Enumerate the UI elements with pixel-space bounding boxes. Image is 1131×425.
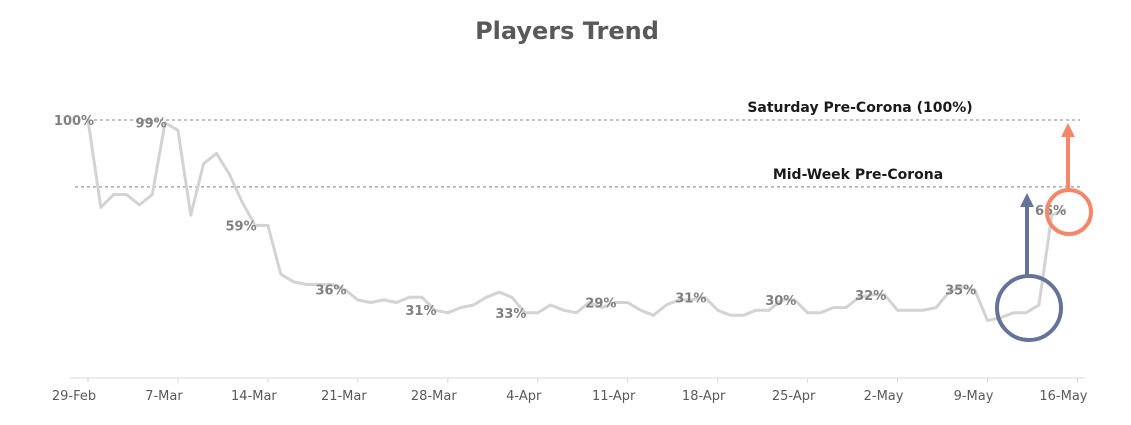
x-tick-label: 28-Mar bbox=[411, 389, 457, 404]
x-tick-label: 9-May bbox=[954, 389, 994, 404]
reference-lines: Saturday Pre-Corona (100%) Mid-Week Pre-C… bbox=[75, 100, 1080, 188]
data-label: 59% bbox=[225, 219, 256, 234]
data-label: 31% bbox=[405, 304, 436, 319]
x-tick-label: 14-Mar bbox=[231, 389, 277, 404]
data-label: 31% bbox=[675, 291, 706, 306]
data-label: 30% bbox=[765, 294, 796, 309]
data-label: 29% bbox=[585, 296, 616, 311]
arrow-head-weekend bbox=[1061, 123, 1075, 137]
arrow-head-weekday bbox=[1020, 193, 1034, 207]
x-axis: 29-Feb 7-Mar 14-Mar 21-Mar 28-Mar 4-Apr 11-Apr… bbox=[52, 377, 1088, 404]
series-line bbox=[86, 118, 1067, 322]
data-label: 32% bbox=[855, 289, 886, 304]
x-tick-label: 4-Apr bbox=[506, 389, 542, 404]
x-tick-label: 29-Feb bbox=[52, 389, 96, 404]
x-tick-label: 16-May bbox=[1039, 389, 1087, 404]
x-tick-label: 21-Mar bbox=[321, 389, 367, 404]
x-tick-label: 7-Mar bbox=[145, 389, 183, 404]
data-label: 35% bbox=[945, 284, 976, 299]
reference-line-label: Mid-Week Pre-Corona bbox=[773, 167, 943, 183]
series-lines bbox=[86, 118, 1067, 322]
data-labels: 100% 99% 59% 36% 31% 33% 29% 31% 30% 32% 35% 65% bbox=[54, 114, 1066, 322]
data-label: 100% bbox=[54, 114, 94, 129]
data-label: 65% bbox=[1035, 204, 1066, 219]
data-label: 99% bbox=[136, 117, 167, 132]
x-tick-label: 18-Apr bbox=[682, 389, 726, 404]
highlight-circle-weekday bbox=[995, 274, 1063, 342]
x-tick-label: 2-May bbox=[864, 389, 904, 404]
data-label: 36% bbox=[315, 284, 346, 299]
x-tick-label: 11-Apr bbox=[592, 389, 636, 404]
data-label: 33% bbox=[495, 307, 526, 322]
annotations bbox=[995, 123, 1093, 342]
reference-line-label: Saturday Pre-Corona (100%) bbox=[747, 100, 972, 116]
chart-title: Players Trend bbox=[475, 17, 659, 45]
x-tick-label: 25-Apr bbox=[772, 389, 816, 404]
